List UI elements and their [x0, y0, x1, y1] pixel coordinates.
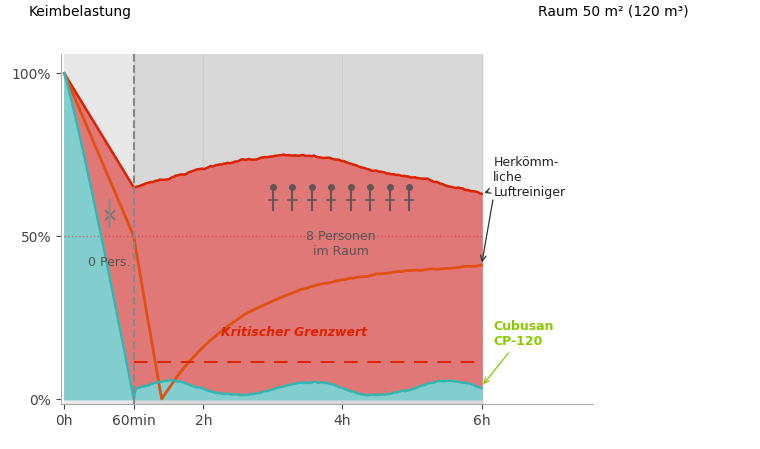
Text: 8 Personen
im Raum: 8 Personen im Raum	[306, 230, 375, 258]
Text: Kritischer Grenzwert: Kritischer Grenzwert	[220, 326, 367, 339]
Text: Keimbelastung: Keimbelastung	[29, 5, 132, 19]
Text: Herkömm-
liche
Luftreiniger: Herkömm- liche Luftreiniger	[486, 156, 565, 199]
Text: 0 Pers.: 0 Pers.	[88, 256, 131, 269]
Text: ✕: ✕	[101, 207, 118, 226]
Text: Cubusan
CP-120: Cubusan CP-120	[484, 320, 554, 383]
Bar	[65, 54, 134, 404]
Bar	[134, 54, 482, 404]
Text: Raum 50 m² (120 m³): Raum 50 m² (120 m³)	[538, 5, 689, 19]
